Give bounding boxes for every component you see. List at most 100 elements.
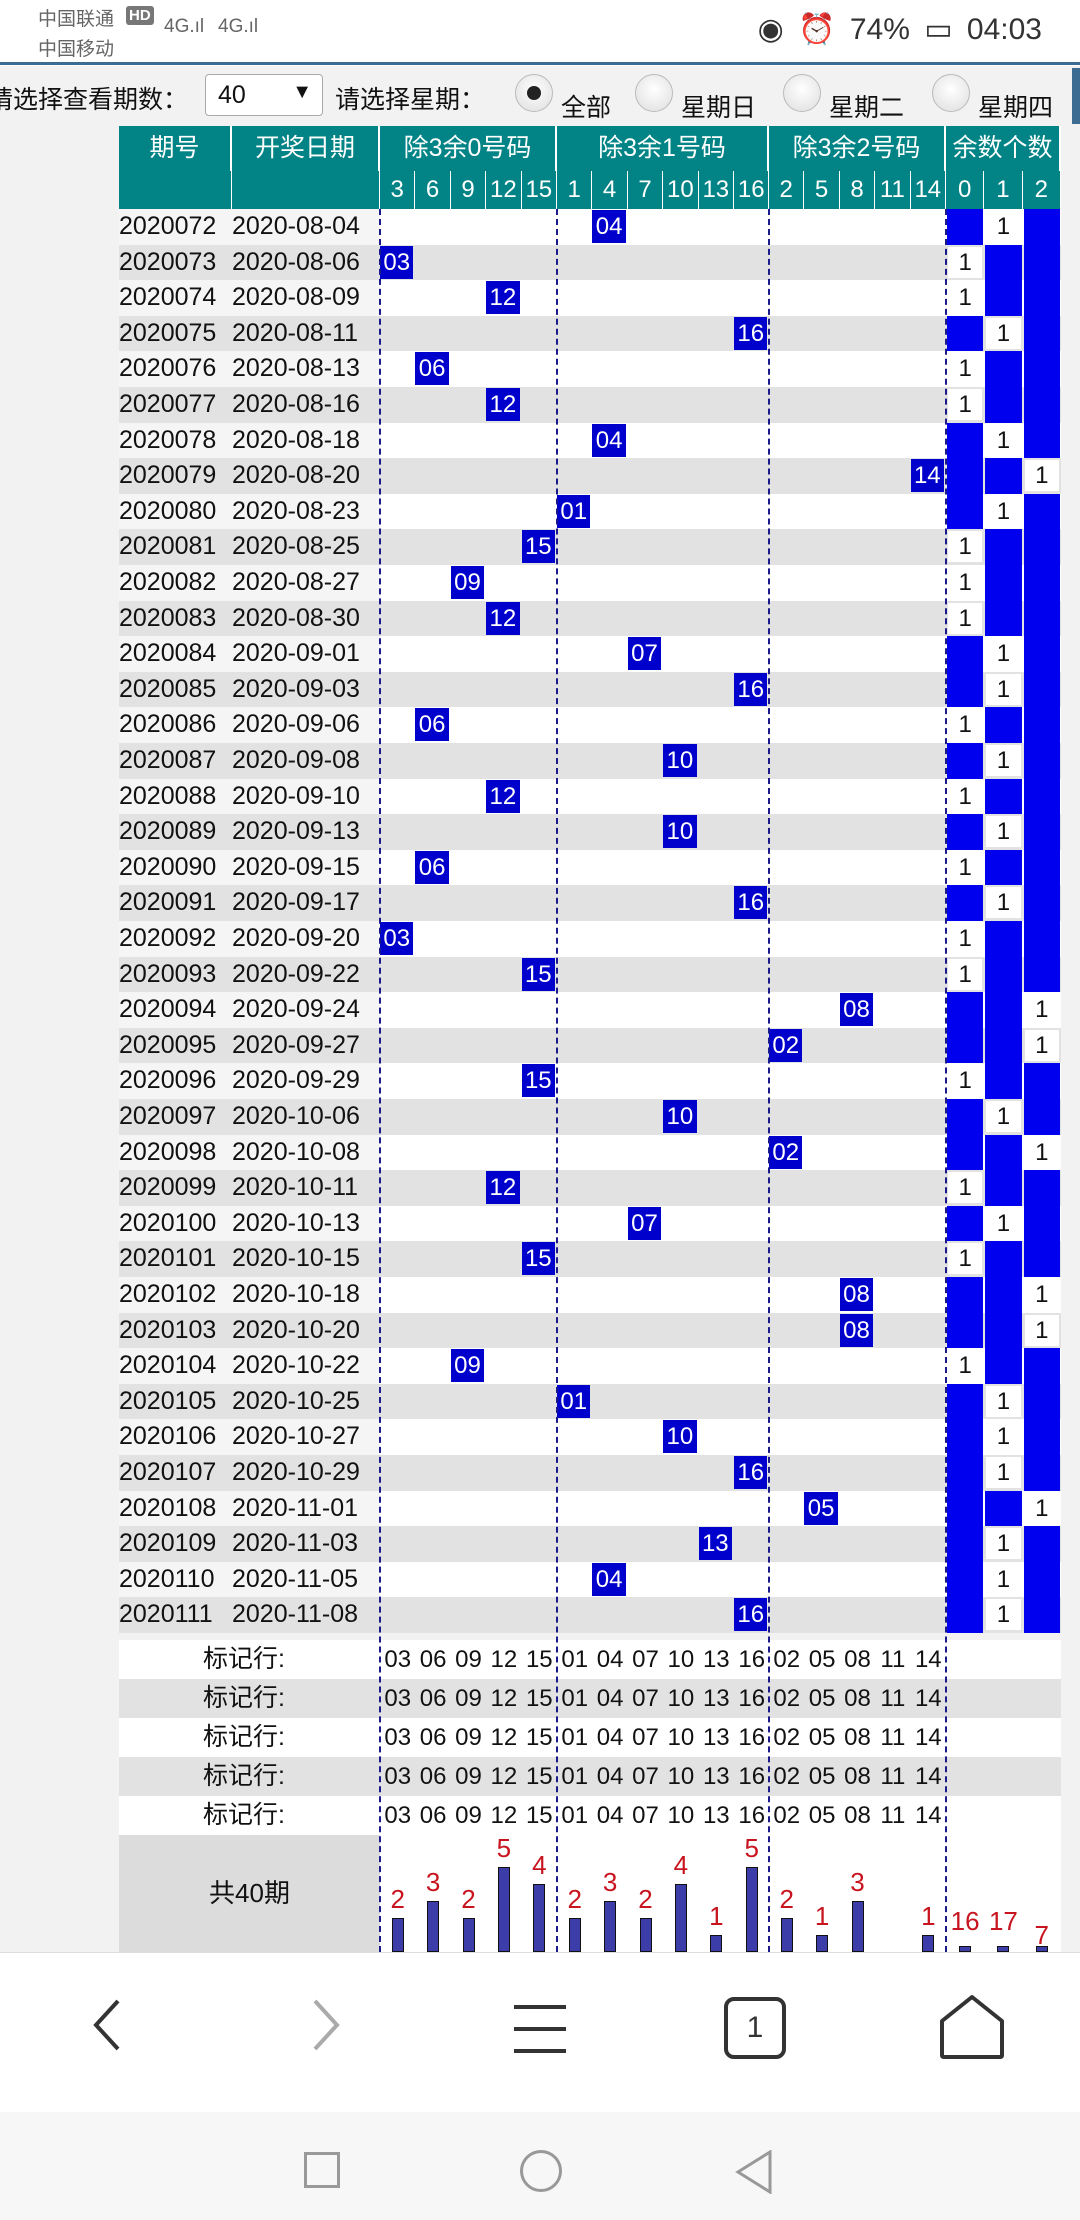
table-row[interactable]: 2020084 2020-09-01 07 1: [119, 636, 1061, 672]
table-row[interactable]: 2020079 2020-08-20 14 1: [119, 458, 1061, 494]
mark-number[interactable]: 05: [808, 1685, 836, 1712]
radio-all[interactable]: [515, 74, 553, 112]
table-row[interactable]: 2020073 2020-08-06 03 1: [119, 244, 1061, 281]
table-row[interactable]: 2020076 2020-08-13 06 1: [119, 351, 1061, 387]
mark-number[interactable]: 07: [632, 1724, 659, 1751]
mark-number[interactable]: 11: [880, 1646, 906, 1673]
mark-number[interactable]: 06: [419, 1646, 447, 1673]
radio-sunday[interactable]: [635, 74, 673, 112]
mark-number[interactable]: 08: [844, 1724, 871, 1751]
mark-number[interactable]: 05: [808, 1802, 836, 1829]
table-row[interactable]: 2020098 2020-10-08 02 1: [119, 1134, 1061, 1171]
mark-number[interactable]: 11: [880, 1685, 906, 1712]
mark-number[interactable]: 09: [455, 1802, 482, 1829]
mark-number[interactable]: 09: [455, 1763, 482, 1790]
mark-number[interactable]: 04: [596, 1724, 624, 1751]
mark-number[interactable]: 06: [419, 1763, 447, 1790]
mark-number[interactable]: 03: [384, 1685, 412, 1712]
table-row[interactable]: 2020091 2020-09-17 16 1: [119, 885, 1061, 921]
menu-icon[interactable]: [512, 2003, 568, 2055]
mark-number[interactable]: 08: [844, 1646, 871, 1673]
mark-number[interactable]: 13: [702, 1724, 730, 1751]
back-icon[interactable]: [88, 1997, 128, 2053]
table-row[interactable]: 2020082 2020-08-27 09 1: [119, 565, 1061, 601]
mark-number[interactable]: 10: [667, 1724, 695, 1751]
table-row[interactable]: 2020089 2020-09-13 10 1: [119, 814, 1061, 850]
mark-number[interactable]: 04: [596, 1685, 624, 1712]
mark-number[interactable]: 08: [844, 1802, 871, 1829]
mark-number[interactable]: 07: [632, 1763, 659, 1790]
mark-number[interactable]: 02: [773, 1802, 801, 1829]
table-row[interactable]: 2020108 2020-11-01 05 1: [119, 1490, 1061, 1527]
mark-number[interactable]: 04: [596, 1763, 624, 1790]
radio-tuesday[interactable]: [783, 74, 821, 112]
table-row[interactable]: 2020074 2020-08-09 12 1: [119, 280, 1061, 316]
mark-number[interactable]: 10: [667, 1685, 695, 1712]
mark-number[interactable]: 13: [702, 1646, 730, 1673]
table-row[interactable]: 2020094 2020-09-24 08 1: [119, 992, 1061, 1028]
mark-number[interactable]: 04: [596, 1802, 624, 1829]
table-row[interactable]: 2020111 2020-11-08 16 1: [119, 1597, 1061, 1633]
mark-number[interactable]: 11: [880, 1724, 906, 1751]
mark-number[interactable]: 12: [490, 1646, 518, 1673]
mark-number[interactable]: 05: [808, 1724, 836, 1751]
table-row[interactable]: 2020095 2020-09-27 02 1: [119, 1027, 1061, 1064]
system-home-icon[interactable]: [520, 2150, 562, 2192]
mark-number[interactable]: 03: [384, 1724, 412, 1751]
mark-number[interactable]: 07: [632, 1685, 659, 1712]
system-back-icon[interactable]: [734, 2150, 774, 2194]
mark-number[interactable]: 03: [384, 1763, 412, 1790]
table-row[interactable]: 2020105 2020-10-25 01 1: [119, 1383, 1061, 1420]
table-row[interactable]: 2020093 2020-09-22 15 1: [119, 956, 1061, 993]
mark-number[interactable]: 09: [455, 1724, 482, 1751]
mark-number[interactable]: 06: [419, 1685, 447, 1712]
mark-number[interactable]: 05: [808, 1763, 836, 1790]
table-row[interactable]: 2020096 2020-09-29 15 1: [119, 1063, 1061, 1099]
mark-number[interactable]: 06: [419, 1802, 447, 1829]
mark-number[interactable]: 14: [914, 1802, 942, 1829]
mark-number[interactable]: 15: [525, 1685, 553, 1712]
mark-number[interactable]: 01: [561, 1646, 589, 1673]
mark-number[interactable]: 04: [596, 1646, 624, 1673]
table-row[interactable]: 2020092 2020-09-20 03 1: [119, 921, 1061, 957]
mark-number[interactable]: 12: [490, 1685, 518, 1712]
table-row[interactable]: 2020072 2020-08-04 04 1: [119, 209, 1061, 245]
mark-number[interactable]: 16: [738, 1802, 766, 1829]
mark-number[interactable]: 03: [384, 1646, 412, 1673]
mark-number[interactable]: 10: [667, 1802, 695, 1829]
mark-number[interactable]: 14: [914, 1763, 942, 1790]
mark-number[interactable]: 16: [738, 1685, 766, 1712]
table-row[interactable]: 2020077 2020-08-16 12 1: [119, 387, 1061, 423]
mark-number[interactable]: 13: [702, 1802, 730, 1829]
mark-number[interactable]: 01: [561, 1763, 589, 1790]
table-row[interactable]: 2020086 2020-09-06 06 1: [119, 707, 1061, 743]
mark-number[interactable]: 13: [702, 1685, 730, 1712]
home-icon[interactable]: [938, 1993, 1006, 2061]
mark-number[interactable]: 08: [844, 1685, 871, 1712]
mark-number[interactable]: 01: [561, 1724, 589, 1751]
table-row[interactable]: 2020100 2020-10-13 07 1: [119, 1205, 1061, 1242]
mark-number[interactable]: 03: [384, 1802, 412, 1829]
mark-number[interactable]: 16: [738, 1724, 766, 1751]
mark-number[interactable]: 09: [455, 1646, 482, 1673]
table-row[interactable]: 2020087 2020-09-08 10 1: [119, 743, 1061, 779]
table-row[interactable]: 2020085 2020-09-03 16 1: [119, 671, 1061, 708]
period-select[interactable]: 40 ▼: [205, 74, 323, 116]
table-row[interactable]: 2020097 2020-10-06 10 1: [119, 1099, 1061, 1135]
table-row[interactable]: 2020088 2020-09-10 12 1: [119, 778, 1061, 815]
mark-number[interactable]: 16: [738, 1763, 766, 1790]
radio-thursday[interactable]: [932, 74, 970, 112]
mark-number[interactable]: 10: [667, 1646, 695, 1673]
mark-number[interactable]: 01: [561, 1802, 589, 1829]
mark-number[interactable]: 01: [561, 1685, 589, 1712]
table-row[interactable]: 2020078 2020-08-18 04 1: [119, 422, 1061, 459]
mark-number[interactable]: 10: [667, 1763, 695, 1790]
table-row[interactable]: 2020075 2020-08-11 16 1: [119, 315, 1061, 352]
trend-table[interactable]: 期号 开奖日期 除3余0号码 除3余1号码 除3余2号码 余数个数 3 6 9 12 1…: [0, 126, 1080, 1952]
mark-row[interactable]: 标记行: 03 06 09 12 15 01 04 07 10 13 16 02 05 08 11 14: [119, 1640, 1061, 1679]
mark-number[interactable]: 09: [455, 1685, 482, 1712]
mark-number[interactable]: 05: [808, 1646, 836, 1673]
table-row[interactable]: 2020107 2020-10-29 16 1: [119, 1455, 1061, 1491]
mark-number[interactable]: 12: [490, 1763, 518, 1790]
table-row[interactable]: 2020104 2020-10-22 09 1: [119, 1348, 1061, 1384]
